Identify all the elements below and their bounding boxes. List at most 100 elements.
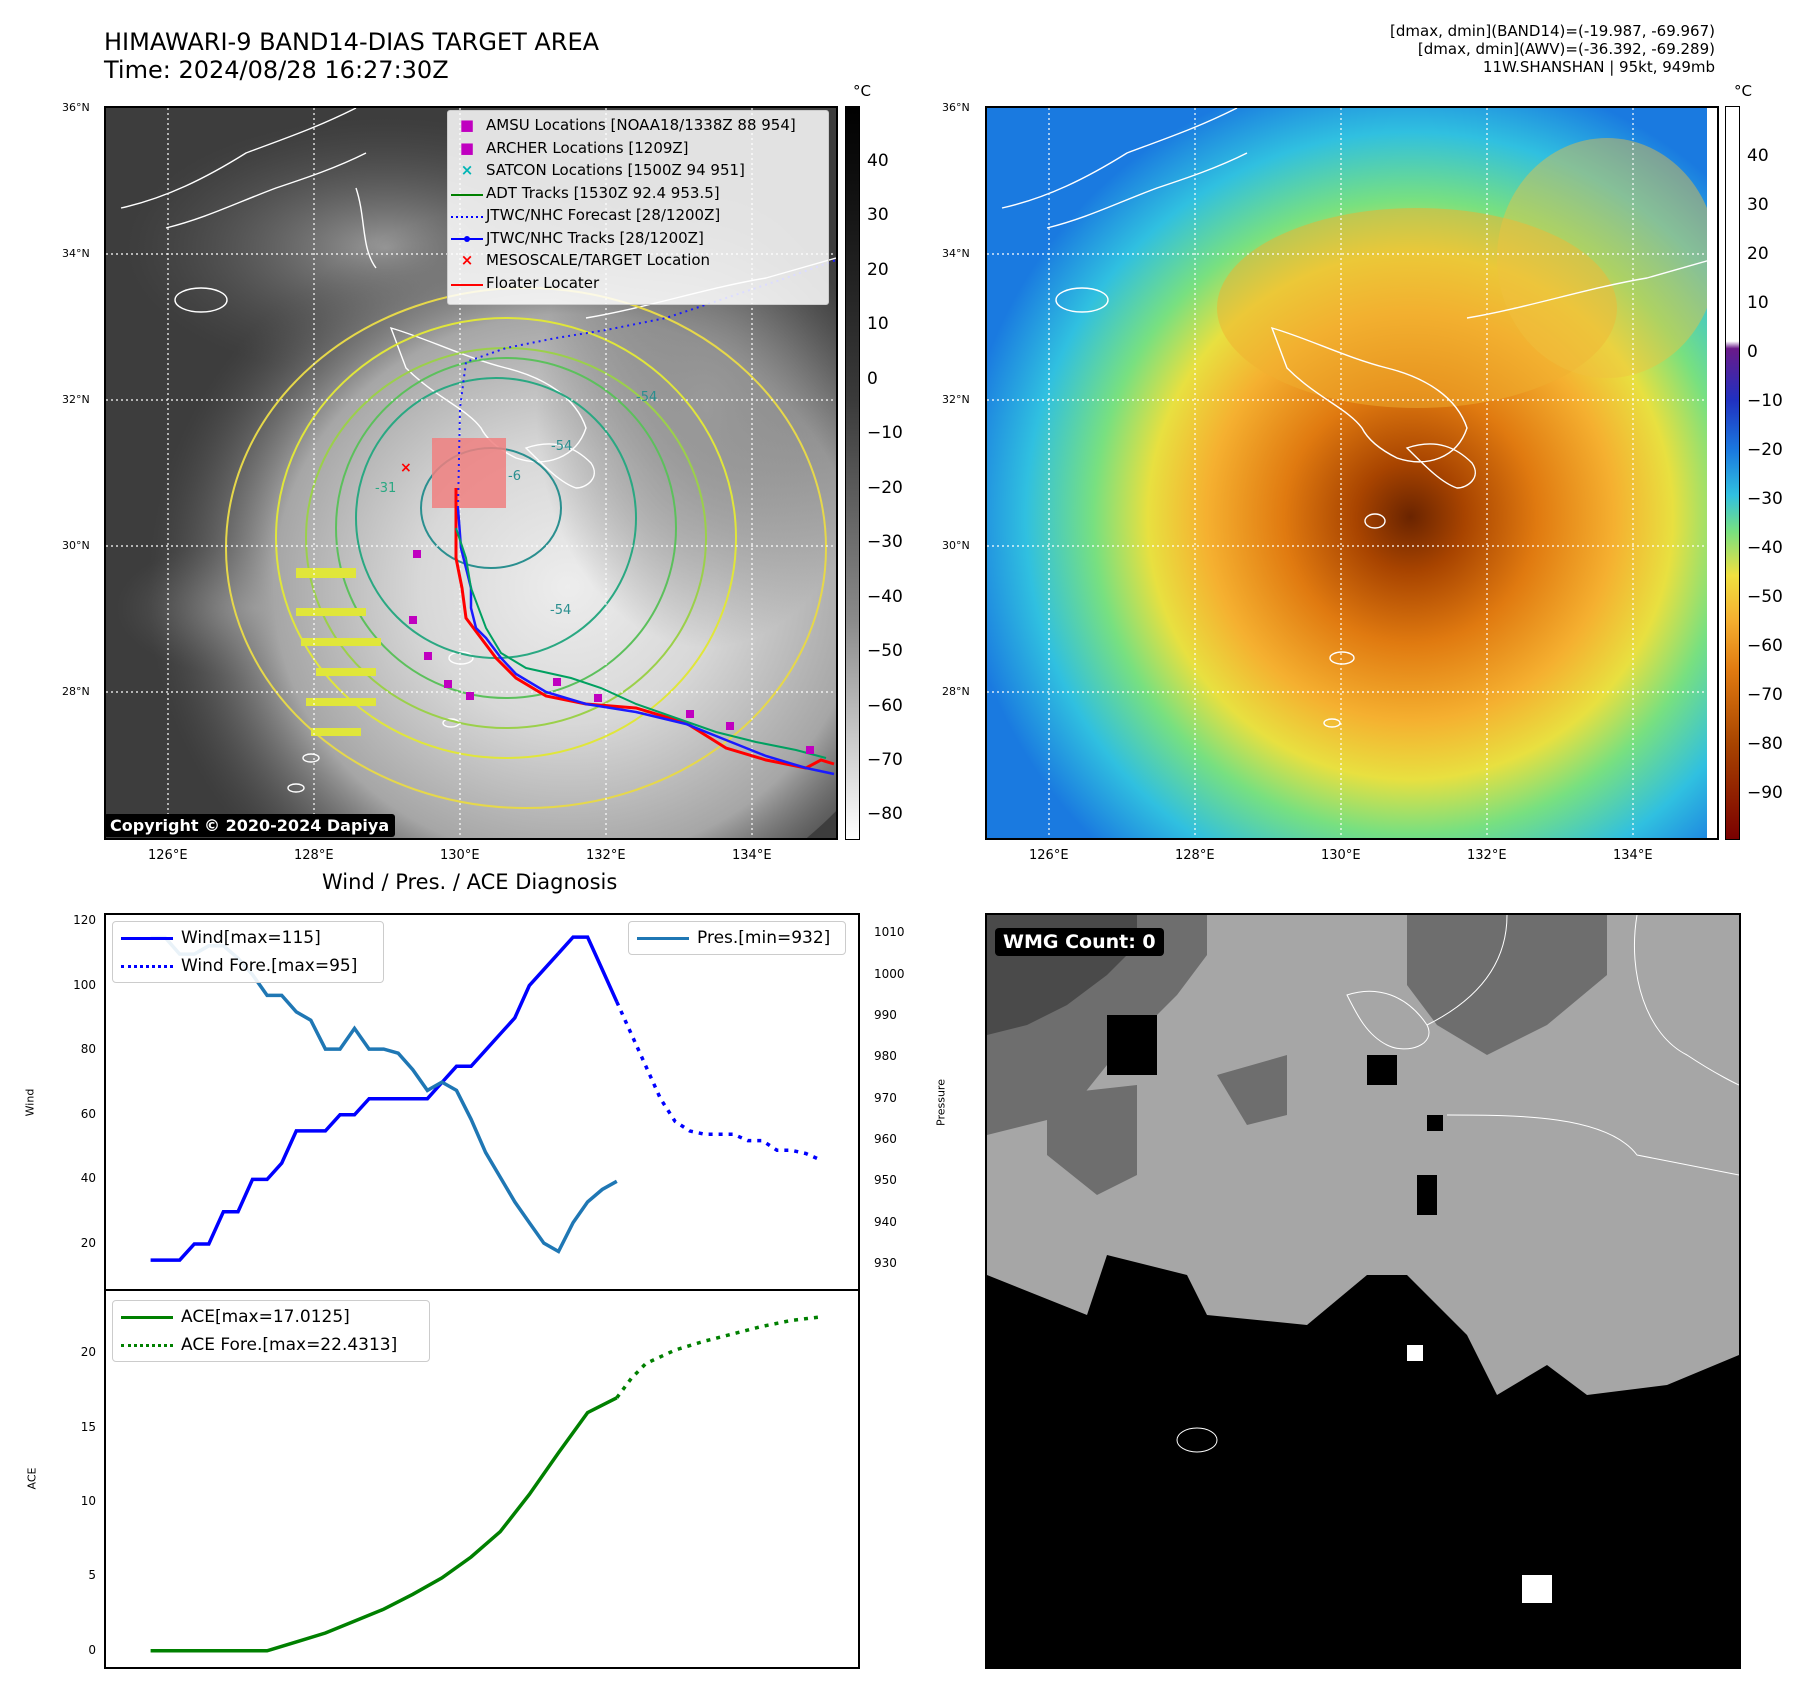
- wmg-panel: [985, 913, 1741, 1669]
- colorbar-tick: −70: [1747, 685, 1783, 705]
- title-line-2: Time: 2024/08/28 16:27:30Z: [104, 56, 449, 84]
- series-line-0: [150, 1396, 618, 1653]
- diagnosis-title: Wind / Pres. / ACE Diagnosis: [322, 870, 618, 894]
- ace-tick: 15: [80, 1419, 96, 1434]
- legend-item-forecast: JTWC/NHC Forecast [28/1200Z]: [448, 204, 828, 227]
- lon-tick: 130°E: [440, 848, 480, 863]
- colorbar-tick: −80: [867, 804, 903, 824]
- wmg-count-badge: WMG Count: 0: [995, 928, 1164, 956]
- colorbar-tick: −60: [1747, 636, 1783, 656]
- wind-tick: 20: [80, 1236, 96, 1250]
- x-marker-icon: ×: [460, 251, 474, 270]
- wind-axis-label: Wind: [23, 1088, 37, 1117]
- colorbar-tick: 30: [1747, 195, 1769, 215]
- legend-label: JTWC/NHC Forecast [28/1200Z]: [486, 206, 721, 225]
- lat-tick: 28°N: [62, 685, 90, 698]
- lat-tick: 36°N: [62, 101, 90, 114]
- colorbar-tick: −20: [867, 478, 903, 498]
- square-marker-icon: ■: [459, 116, 475, 135]
- dotted-line-icon: [121, 1343, 173, 1347]
- colorbar-tick: 0: [1747, 342, 1758, 362]
- colorbar-unit: °C: [1734, 82, 1752, 100]
- legend-item-floater: Floater Locater: [448, 272, 828, 295]
- ace-legend: ACE[max=17.0125] ACE Fore.[max=22.4313]: [112, 1300, 430, 1362]
- legend-label: SATCON Locations [1500Z 94 951]: [486, 161, 745, 180]
- wind-tick: 80: [80, 1042, 96, 1057]
- colorbar-right: [1725, 106, 1740, 840]
- solid-line-icon: [121, 1315, 173, 1319]
- ace-tick: 20: [80, 1345, 96, 1360]
- title-line-1: HIMAWARI-9 BAND14-DIAS TARGET AREA: [104, 28, 600, 56]
- lat-tick: 36°N: [942, 101, 970, 114]
- wind-tick: 60: [80, 1106, 96, 1121]
- pressure-tick: 930: [874, 1255, 897, 1270]
- legend-label: Wind Fore.[max=95]: [181, 956, 358, 976]
- legend-item-ace: ACE[max=17.0125]: [113, 1303, 429, 1331]
- legend-item-archer: ■ ARCHER Locations [1209Z]: [448, 137, 828, 160]
- colorbar-tick: 20: [867, 260, 889, 280]
- series-line-0: [150, 952, 560, 1262]
- series-line-2: [615, 1001, 822, 1162]
- colorbar-tick: −50: [1747, 587, 1783, 607]
- colorbar-tick: −90: [1747, 783, 1783, 803]
- legend-item-mesoscale: × MESOSCALE/TARGET Location: [448, 249, 828, 272]
- legend-label: MESOSCALE/TARGET Location: [486, 251, 711, 270]
- lon-tick: 134°E: [1613, 848, 1653, 863]
- legend-item-tracks: JTWC/NHC Tracks [28/1200Z]: [448, 227, 828, 250]
- wind-tick: 120: [73, 913, 96, 927]
- colorbar-tick: −70: [867, 750, 903, 770]
- colorbar-tick: 0: [867, 369, 878, 389]
- dotted-line-icon: [121, 964, 173, 968]
- pressure-tick: 940: [874, 1214, 897, 1229]
- pressure-tick: 970: [874, 1090, 897, 1105]
- pressure-legend: Pres.[min=932]: [628, 921, 846, 955]
- legend-label: ACE Fore.[max=22.4313]: [181, 1335, 398, 1355]
- lat-tick: 30°N: [62, 539, 90, 552]
- lon-tick: 126°E: [148, 848, 188, 863]
- colorbar-tick: −30: [867, 532, 903, 552]
- wind-pressure-panel: [104, 913, 860, 1291]
- wind-tick: 40: [80, 1171, 96, 1186]
- stats-line-1: [dmax, dmin](BAND14)=(-19.987, -69.967): [1390, 22, 1715, 40]
- colorbar-left: [845, 106, 860, 840]
- lat-tick: 32°N: [942, 393, 970, 406]
- lon-tick: 132°E: [1467, 848, 1507, 863]
- lat-tick: 34°N: [62, 247, 90, 260]
- solid-line-icon: [121, 936, 173, 940]
- legend-label: AMSU Locations [NOAA18/1338Z 88 954]: [486, 116, 796, 135]
- colorbar-tick: 10: [867, 314, 889, 334]
- lon-tick: 134°E: [732, 848, 772, 863]
- contour-label-3: -6: [508, 469, 521, 484]
- legend-label: Pres.[min=932]: [697, 928, 831, 948]
- legend-item-wind: Wind[max=115]: [113, 924, 383, 952]
- square-marker-icon: ■: [459, 138, 475, 157]
- wind-legend: Wind[max=115] Wind Fore.[max=95]: [112, 921, 384, 983]
- legend-label: ACE[max=17.0125]: [181, 1307, 350, 1327]
- stats-title: [dmax, dmin](BAND14)=(-19.987, -69.967) …: [1390, 22, 1715, 76]
- pressure-tick: 1000: [874, 966, 905, 981]
- lon-tick: 132°E: [586, 848, 626, 863]
- colorbar-tick: −30: [1747, 489, 1783, 509]
- colorbar-tick: 30: [867, 205, 889, 225]
- colorbar-tick: −10: [867, 423, 903, 443]
- ace-tick: 10: [80, 1493, 96, 1508]
- ace-plot: [150, 1315, 821, 1653]
- legend-item-satcon: × SATCON Locations [1500Z 94 951]: [448, 159, 828, 182]
- solid-line-icon: [448, 184, 486, 202]
- svg-text:×: ×: [400, 460, 412, 476]
- colorbar-tick: −60: [867, 696, 903, 716]
- legend-item-wind-forecast: Wind Fore.[max=95]: [113, 952, 383, 980]
- contour-label-5: -54: [550, 603, 572, 618]
- stats-line-2: [dmax, dmin](AWV)=(-36.392, -69.289): [1417, 40, 1715, 58]
- colorbar-unit: °C: [853, 82, 871, 100]
- colorbar-tick: −50: [867, 641, 903, 661]
- pressure-tick: 1010: [874, 925, 905, 940]
- lon-tick: 128°E: [294, 848, 334, 863]
- stats-line-3: 11W.SHANSHAN | 95kt, 949mb: [1482, 58, 1715, 76]
- solid-line-icon: [637, 936, 689, 940]
- map-legend: ■ AMSU Locations [NOAA18/1338Z 88 954] ■ A…: [447, 110, 829, 305]
- lat-tick: 30°N: [942, 539, 970, 552]
- ace-tick: 5: [88, 1568, 96, 1583]
- pressure-tick: 960: [874, 1131, 897, 1146]
- main-title: HIMAWARI-9 BAND14-DIAS TARGET AREA Time:…: [104, 28, 599, 84]
